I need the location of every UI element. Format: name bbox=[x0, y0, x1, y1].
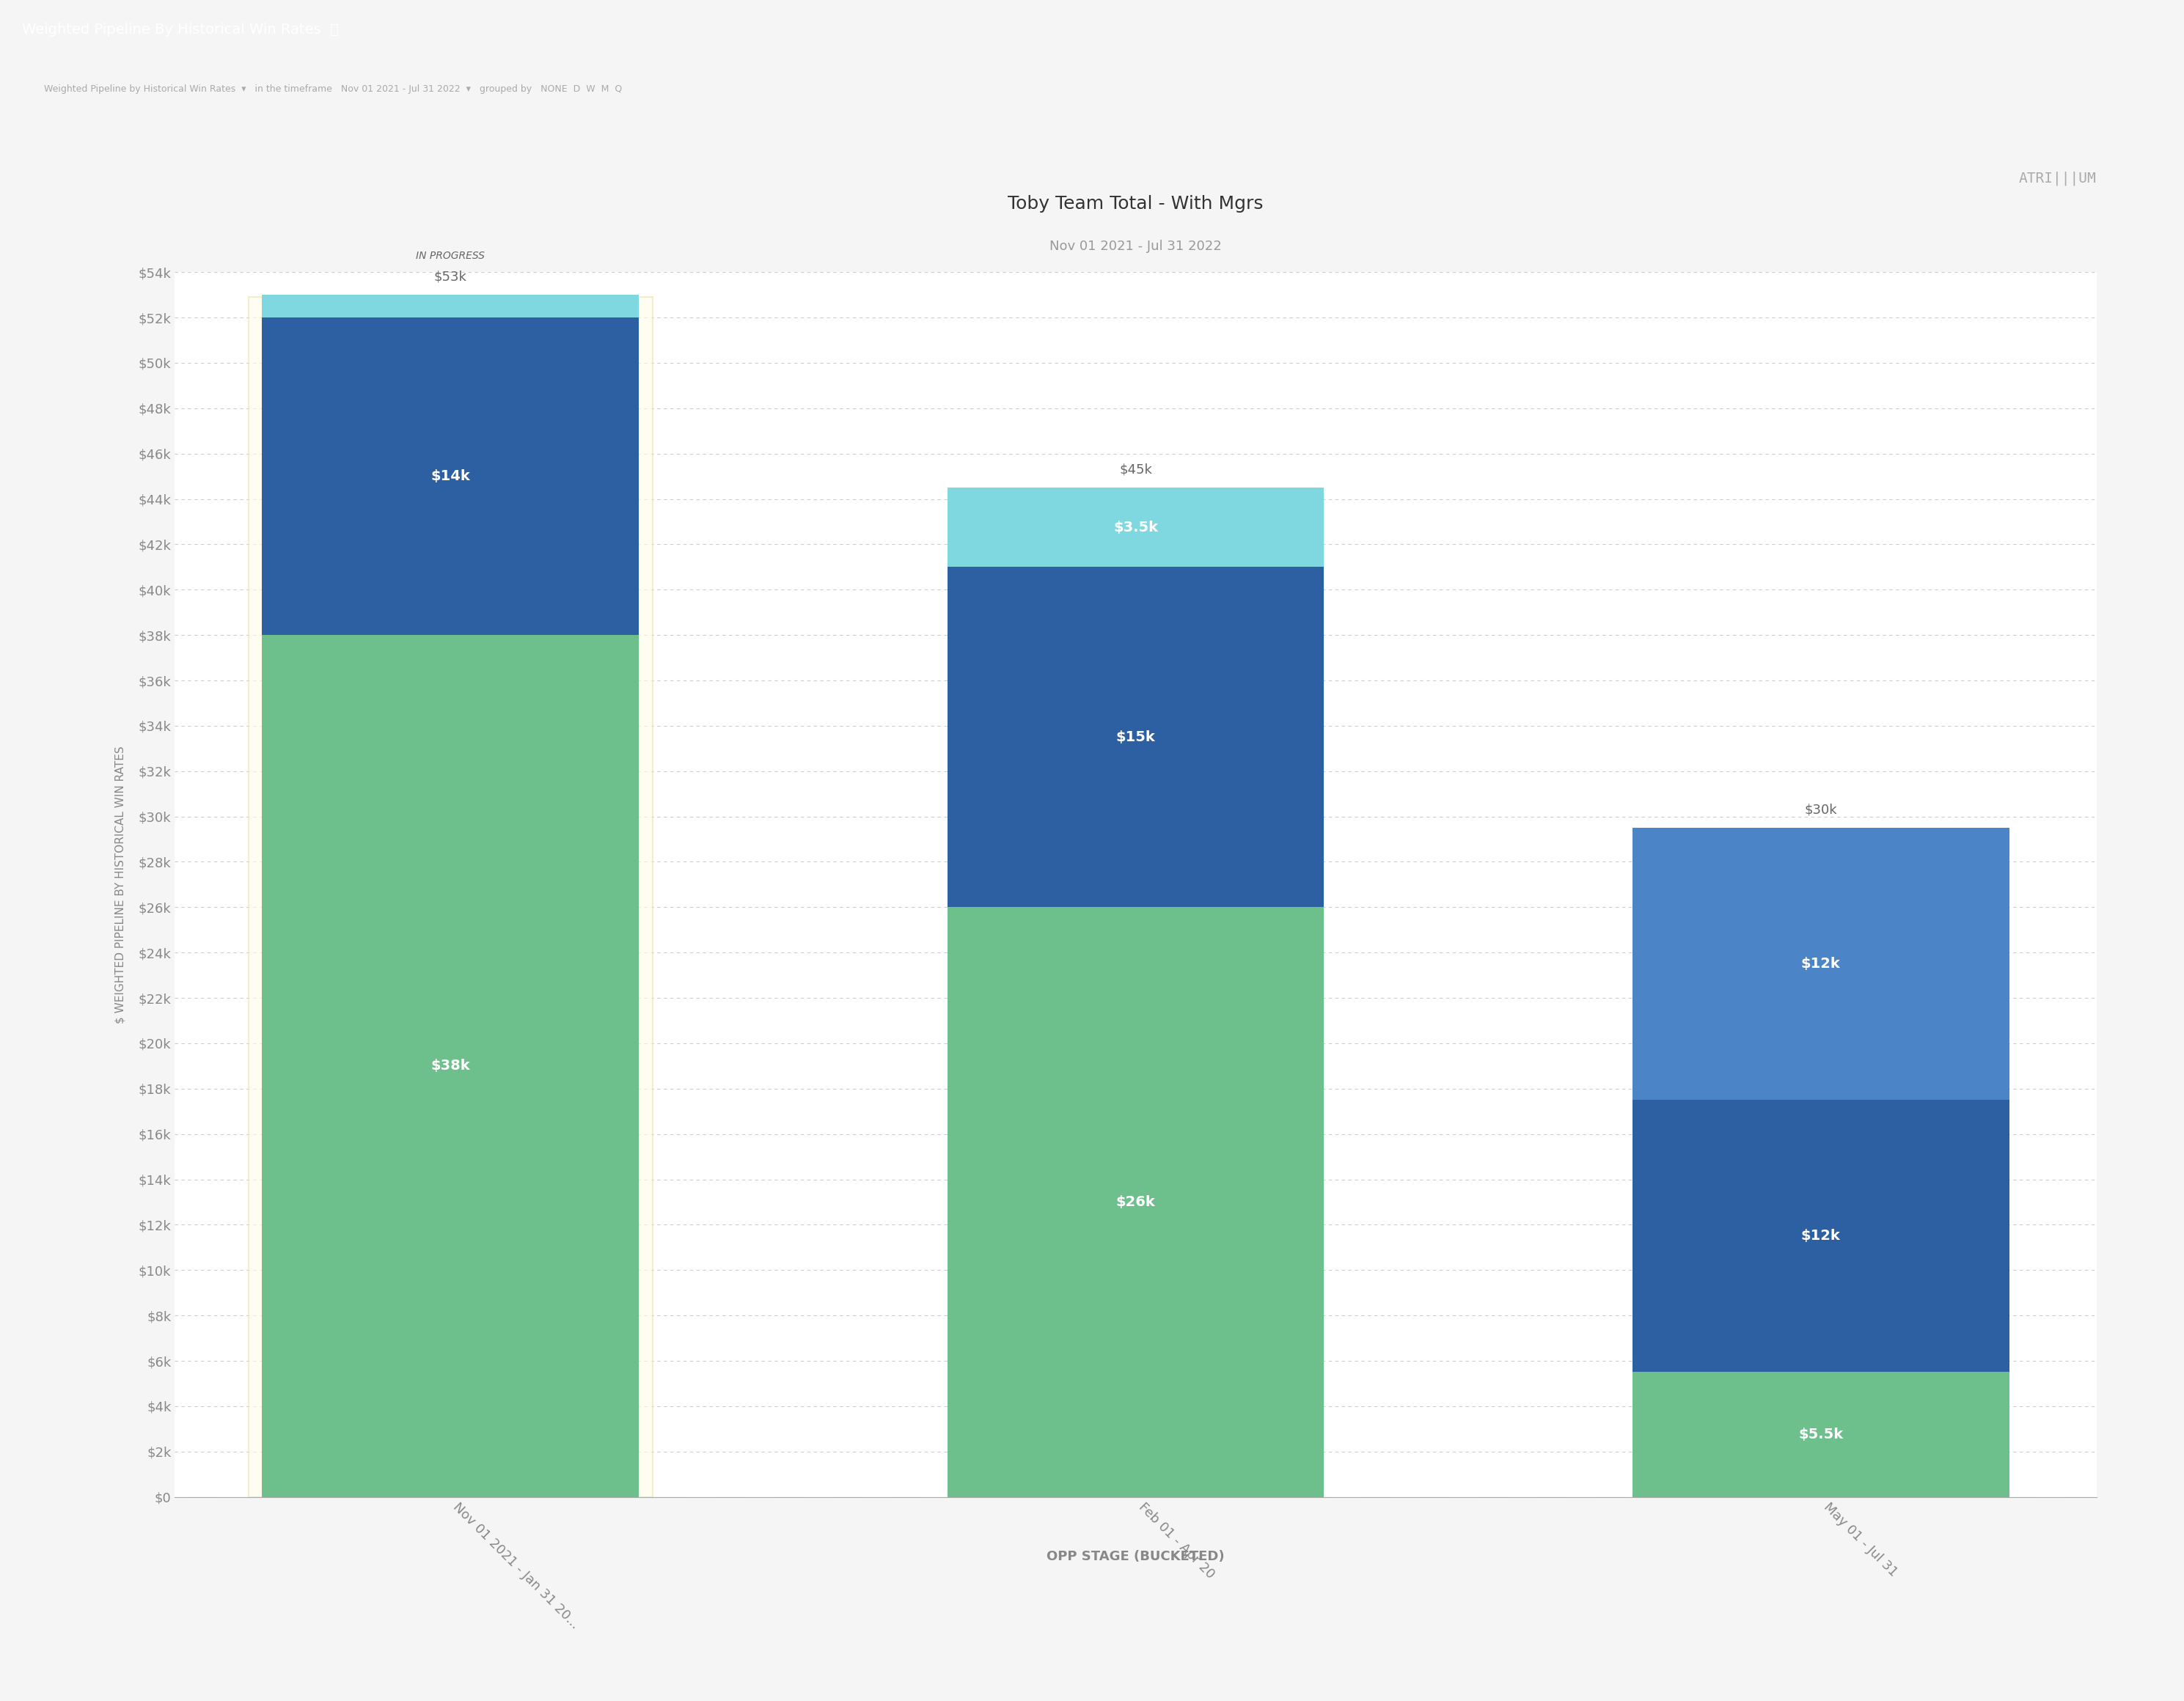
Bar bbox=[262, 294, 640, 318]
Bar bbox=[262, 634, 640, 1497]
Text: $14k: $14k bbox=[430, 469, 470, 483]
Text: Weighted Pipeline By Historical Win Rates  ⓘ: Weighted Pipeline By Historical Win Rate… bbox=[22, 22, 339, 37]
Bar bbox=[249, 296, 653, 1497]
Bar bbox=[948, 488, 1324, 566]
Text: Toby Team Total - With Mgrs: Toby Team Total - With Mgrs bbox=[1007, 196, 1265, 213]
Bar bbox=[1631, 828, 2009, 1101]
Text: $38k: $38k bbox=[430, 1060, 470, 1073]
Text: Nov 01 2021 - Jul 31 2022: Nov 01 2021 - Jul 31 2022 bbox=[1051, 240, 1221, 253]
Text: $26k: $26k bbox=[1116, 1196, 1155, 1209]
Text: $30k: $30k bbox=[1804, 803, 1837, 816]
Text: ATRI|||UM: ATRI|||UM bbox=[2018, 172, 2097, 185]
Text: OPP STAGE (BUCKETED): OPP STAGE (BUCKETED) bbox=[1046, 1550, 1225, 1563]
Text: $3.5k: $3.5k bbox=[1114, 521, 1158, 534]
Text: $12k: $12k bbox=[1802, 958, 1841, 971]
Text: $45k: $45k bbox=[1118, 463, 1153, 476]
Text: IN PROGRESS: IN PROGRESS bbox=[417, 250, 485, 260]
Text: $15k: $15k bbox=[1116, 730, 1155, 743]
Bar bbox=[1631, 1373, 2009, 1497]
Text: $53k: $53k bbox=[435, 270, 467, 284]
Bar bbox=[1631, 1101, 2009, 1373]
Bar bbox=[262, 318, 640, 634]
Text: Weighted Pipeline by Historical Win Rates  ▾   in the timeframe   Nov 01 2021 - : Weighted Pipeline by Historical Win Rate… bbox=[44, 85, 622, 94]
Y-axis label: $ WEIGHTED PIPELINE BY HISTORICAL WIN RATES: $ WEIGHTED PIPELINE BY HISTORICAL WIN RA… bbox=[116, 745, 127, 1024]
Bar bbox=[948, 566, 1324, 907]
Bar bbox=[948, 907, 1324, 1497]
Text: $12k: $12k bbox=[1802, 1230, 1841, 1243]
Text: $5.5k: $5.5k bbox=[1797, 1427, 1843, 1441]
